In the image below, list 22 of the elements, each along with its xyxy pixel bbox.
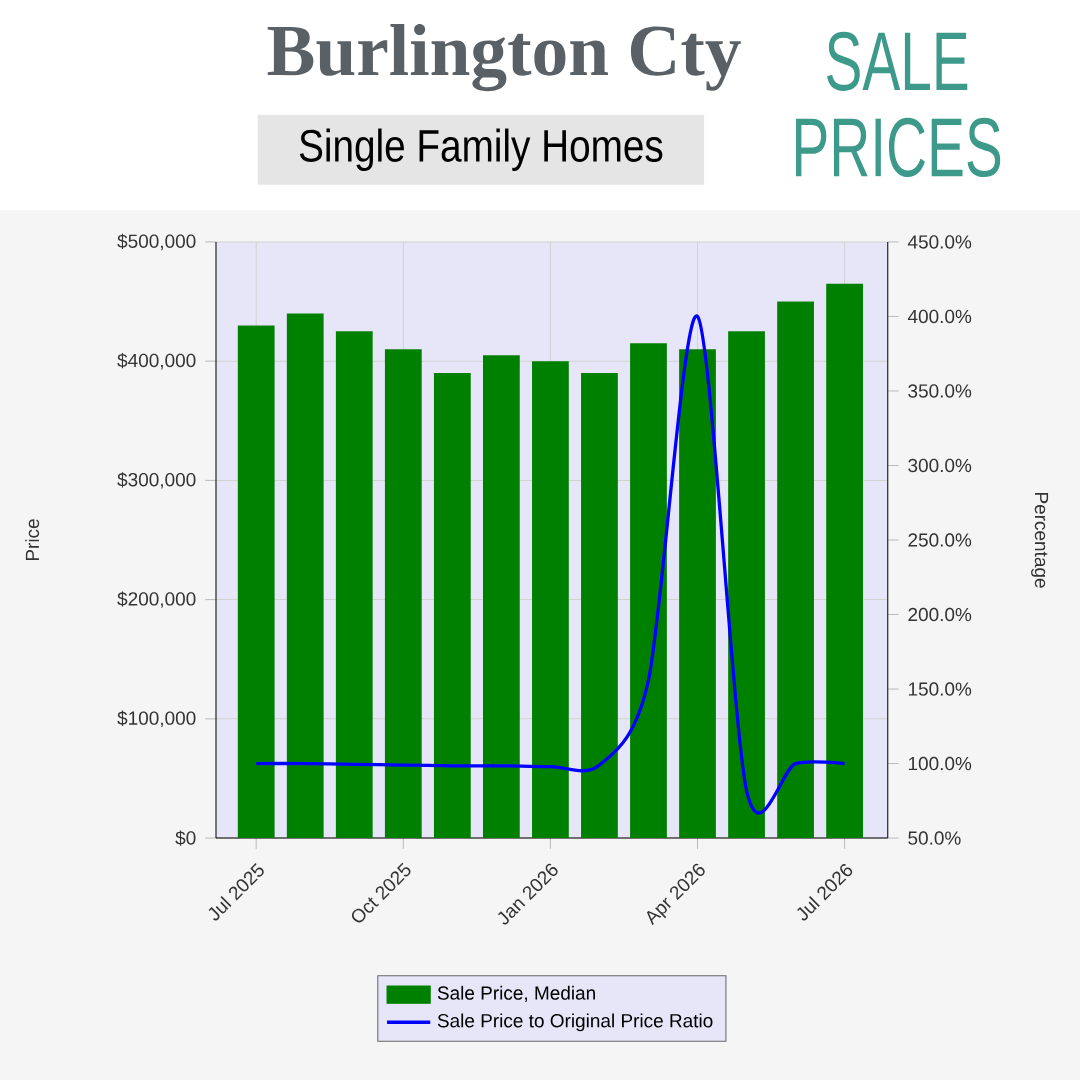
chart-title: Burlington Cty (267, 24, 741, 92)
text: SALE PRICES (796, 31, 1001, 177)
y-tick-label: $500,000 (117, 233, 196, 251)
y-tick-label: $0 (175, 830, 196, 846)
y2-tick-label: 200.0% (908, 607, 972, 622)
y2-tick-label: 300.0% (908, 458, 972, 473)
y2-tick-label: 450.0% (907, 235, 972, 249)
y2-tick-label: 250.0% (908, 533, 972, 547)
y-axis-title: Price (25, 519, 40, 561)
legend-label: Sale Price, Median (437, 985, 595, 1002)
chart-subtitle: Single Family Homes (299, 128, 663, 171)
y-tick-label: $200,000 (117, 591, 196, 608)
y-tick-label: $300,000 (117, 472, 196, 489)
y2-tick-label: 400.0% (907, 309, 972, 324)
legend-label: Sale Price to Original Price Ratio (437, 1013, 713, 1032)
y-tick-label: $100,000 (117, 710, 196, 728)
y2-axis-title: Percentage (1031, 493, 1049, 588)
y2-tick-label: 100.0% (908, 756, 972, 771)
y-tick-label: $400,000 (117, 352, 196, 370)
y2-tick-label: 350.0% (908, 384, 972, 398)
y2-tick-label: 50.0% (908, 831, 961, 845)
y2-tick-label: 150.0% (908, 682, 972, 696)
